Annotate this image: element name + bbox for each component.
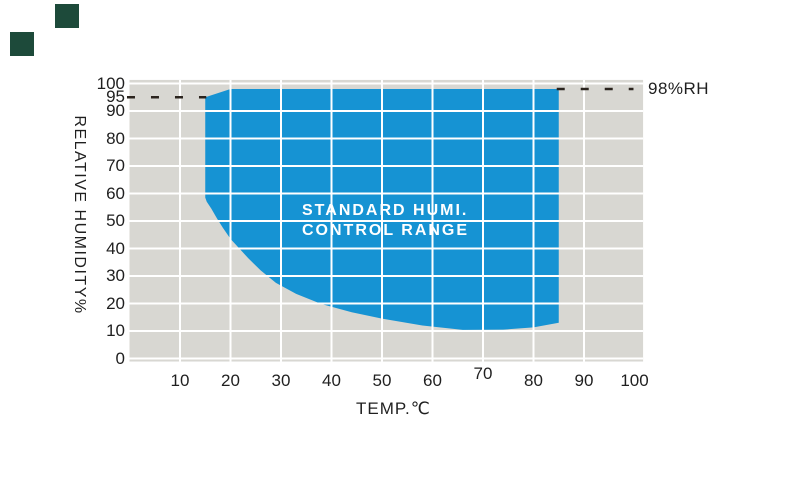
y-tick-label: 0: [115, 348, 125, 368]
y-tick-label: 10: [106, 321, 125, 340]
y-tick-label: 95: [106, 87, 125, 107]
x-tick-label: 100: [620, 371, 649, 390]
x-tick-label: 80: [524, 371, 543, 390]
decor-square: [55, 4, 79, 28]
x-tick-label: 20: [221, 371, 240, 390]
y-tick-label: 30: [106, 266, 125, 285]
region-label-line2: CONTROL RANGE: [302, 222, 470, 239]
x-tick-label: 90: [574, 371, 594, 390]
region-label: STANDARD HUMI. CONTROL RANGE: [302, 201, 469, 241]
y-tick-label: 20: [106, 293, 125, 313]
y-tick-label: 40: [106, 238, 125, 258]
max-rh-annotation: 98%RH: [648, 79, 710, 98]
y-tick-label: 100: [96, 73, 125, 93]
region-label-line1: STANDARD HUMI.: [302, 202, 469, 219]
x-tick-label: 40: [322, 371, 341, 390]
x-tick-label: 60: [423, 371, 442, 390]
x-axis-title: TEMP.℃: [356, 399, 431, 418]
y-tick-label: 90: [106, 101, 125, 120]
y-tick-label: 80: [106, 128, 125, 148]
x-tick-label: 10: [170, 371, 190, 390]
x-tick-label: 70: [473, 364, 493, 383]
y-tick-label: 60: [106, 183, 125, 203]
x-tick-label: 30: [271, 371, 291, 390]
decor-square: [10, 32, 34, 56]
x-tick-label: 50: [372, 371, 392, 390]
y-tick-label: 70: [106, 156, 125, 175]
y-tick-label: 50: [106, 211, 125, 230]
